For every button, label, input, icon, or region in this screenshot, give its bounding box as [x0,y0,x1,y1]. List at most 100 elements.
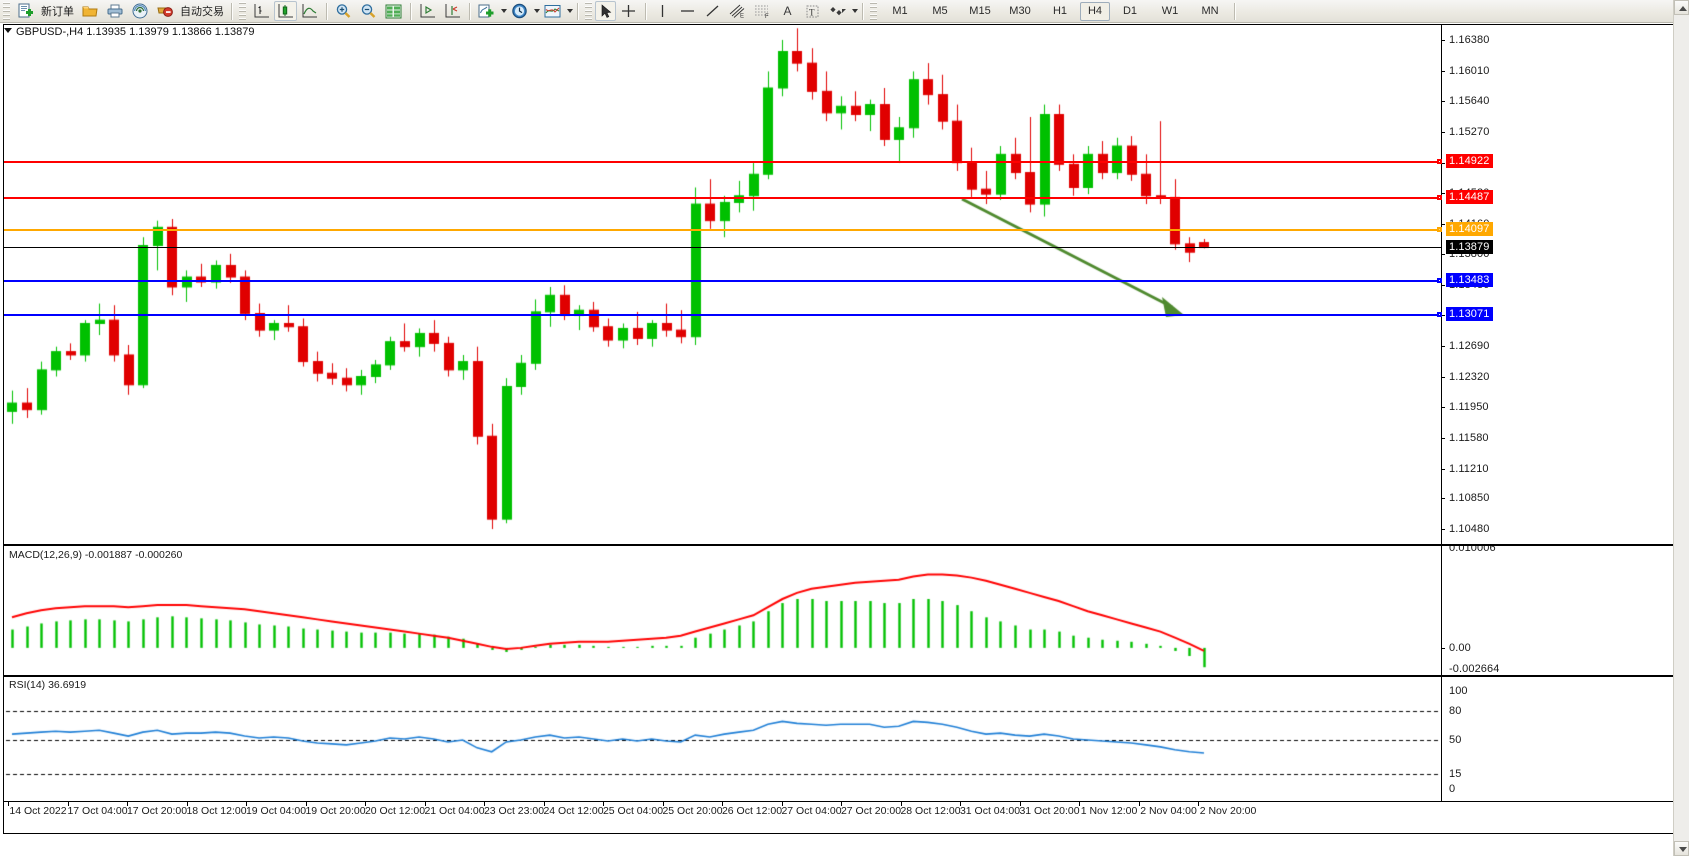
price-tick-label: 1.15640 [1449,95,1490,108]
level-line-last-price[interactable] [4,247,1441,248]
toolbar-grip[interactable] [3,2,10,20]
timeframe-m15[interactable]: M15 [969,5,991,17]
level-line-support-1[interactable] [4,278,1442,283]
timeframe-h4[interactable]: H4 [1080,1,1110,21]
scroll-down-button[interactable] [1674,841,1689,856]
chart-menu-arrow-icon[interactable] [4,28,12,33]
timeframe-m30[interactable]: M30 [1009,5,1031,17]
timeframe-d1[interactable]: D1 [1122,5,1138,17]
toolbar-grip-2[interactable] [239,2,246,20]
hline-icon[interactable] [675,1,700,21]
time-axis-label: 28 Oct 12:00 [900,805,961,817]
new-order-label[interactable]: 新订单 [41,6,74,18]
rsi-tick-label: 100 [1449,685,1468,697]
macd-tick-label: 0.010006 [1449,546,1496,554]
price-tag-resistance-2[interactable]: 1.14922 [1446,153,1494,168]
level-handle[interactable] [1437,159,1442,164]
price-tag-last-price[interactable]: 1.13879 [1446,240,1494,255]
templates-dropdown-caret[interactable] [567,9,573,13]
price-tag-support-2[interactable]: 1.13071 [1446,307,1494,322]
indicators-dropdown-caret[interactable] [501,9,507,13]
time-axis[interactable]: 14 Oct 2022 17 Oct 04:00 17 Oct 20:00 18 Oc… [4,801,1684,821]
level-handle[interactable] [1437,278,1442,283]
chart-symbol-text: GBPUSD-,H4 1.13935 1.13979 1.13866 1.138… [16,26,255,38]
objects-dropdown-caret[interactable] [852,9,858,13]
trendline-icon[interactable] [700,1,725,21]
price-tag-pivot[interactable]: 1.14097 [1446,222,1494,237]
time-axis-label: 25 Oct 20:00 [662,805,723,817]
period-dropdown-caret[interactable] [534,9,540,13]
level-handle[interactable] [1437,312,1442,317]
timeframe-m1[interactable]: M1 [892,5,908,17]
macd-pane[interactable]: MACD(12,26,9) -0.001887 -0.000260 0.0100… [4,546,1684,675]
text-label-icon[interactable]: T [800,1,825,21]
scroll-up-button[interactable] [1674,0,1689,15]
timeframe-m5[interactable]: M5 [932,5,948,17]
bar-chart-icon[interactable] [249,1,274,21]
signals-icon[interactable] [127,1,152,21]
folder-icon[interactable] [77,1,102,21]
chart-shift-icon[interactable] [415,1,440,21]
vline-icon[interactable] [650,1,675,21]
time-tick [68,802,69,806]
toolbar-grip-4[interactable] [870,2,877,20]
line-chart-icon[interactable] [297,1,322,21]
level-line-pivot[interactable] [4,227,1442,232]
rsi-axis-line [1441,677,1442,801]
text-icon[interactable]: A [783,4,792,18]
price-tick [1441,39,1445,41]
timeframe-h1[interactable]: H1 [1052,5,1068,17]
price-tick [1441,376,1445,378]
level-handle[interactable] [1437,227,1442,232]
autotrading-icon[interactable] [152,1,177,21]
printer-icon[interactable] [102,1,127,21]
price-pane[interactable]: 1.163801.160101.156401.152701.149001.145… [4,25,1684,544]
pane-separator-2[interactable] [4,675,1684,677]
level-line-resistance-1[interactable] [4,195,1442,200]
time-tick [1139,802,1140,806]
objects-icon[interactable] [825,1,850,21]
templates-icon[interactable] [540,1,565,21]
price-tick-label: 1.10850 [1449,492,1490,505]
level-line-support-2[interactable] [4,312,1442,317]
toolbar-grip-3[interactable] [585,2,592,20]
price-tick-label: 1.12320 [1449,370,1490,383]
zoom-out-icon[interactable] [356,1,381,21]
scroll-down-arrow-icon [1679,847,1687,852]
rsi-pane[interactable]: RSI(14) 36.6919 100 80 50 15 0 [4,677,1684,801]
price-tick [1441,498,1445,500]
timeframe-w1[interactable]: W1 [1161,5,1179,17]
autotrading-label[interactable]: 自动交易 [180,6,224,18]
level-line-resistance-2[interactable] [4,159,1442,164]
macd-label: MACD(12,26,9) -0.001887 -0.000260 [9,549,183,561]
chart-frame[interactable]: 1.163801.160101.156401.152701.149001.145… [3,24,1685,834]
zoom-in-icon[interactable] [331,1,356,21]
price-tag-support-1[interactable]: 1.13483 [1446,273,1494,288]
time-tick [663,802,664,806]
price-axis[interactable]: 1.163801.160101.156401.152701.149001.145… [1441,25,1564,544]
price-tick-label: 1.11210 [1449,462,1489,475]
crosshair-icon[interactable] [616,1,641,21]
data-window-icon[interactable] [381,1,406,21]
toolbar-separator-3 [410,2,411,20]
time-tick [127,802,128,806]
indicators-icon[interactable] [474,1,499,21]
fibonacci-icon[interactable]: F [750,1,775,21]
vertical-scrollbar[interactable] [1673,0,1689,856]
time-axis-label: 19 Oct 20:00 [305,805,366,817]
period-icon[interactable] [507,1,532,21]
auto-scroll-icon[interactable] [440,1,465,21]
pane-separator-1[interactable] [4,544,1684,546]
rsi-tick-label: 0 [1449,783,1456,795]
new-order-icon[interactable] [13,1,38,21]
price-tick [1441,345,1445,347]
candlestick-chart-icon[interactable] [274,1,297,21]
timeframe-mn[interactable]: MN [1201,5,1219,17]
time-axis-label: 31 Oct 04:00 [959,805,1021,817]
level-handle[interactable] [1437,195,1442,200]
time-axis-label: 24 Oct 12:00 [543,805,604,817]
equidistant-channel-icon[interactable]: E [725,1,750,21]
macd-axis-line [1441,546,1442,675]
cursor-icon[interactable] [595,1,616,21]
price-tag-resistance-1[interactable]: 1.14487 [1446,189,1494,204]
